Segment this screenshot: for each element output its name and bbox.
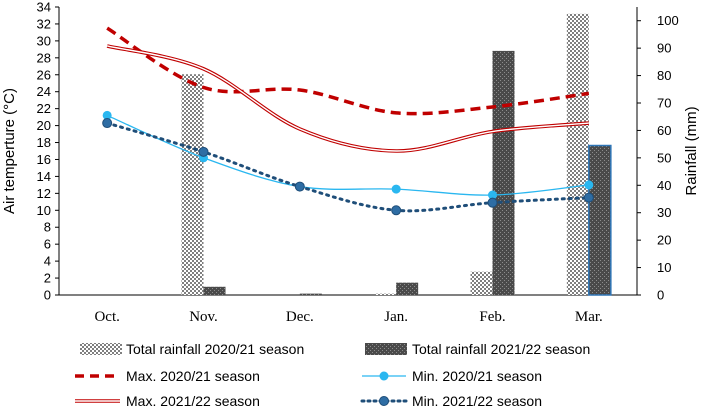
legend-item-rain-2021: Total rainfall 2021/22 season (365, 341, 590, 357)
category-label-nov: Nov. (189, 309, 218, 325)
left-tick-label: 18 (37, 135, 51, 150)
left-tick-label: 26 (37, 67, 51, 82)
category-label-oct: Oct. (94, 309, 119, 325)
plot-frame (58, 7, 638, 296)
legend-swatch-min-2020-marker (379, 371, 389, 381)
right-tick-label: 30 (657, 205, 671, 220)
legend-swatch-rain-2020 (80, 343, 122, 355)
category-label-dec: Dec. (286, 309, 314, 325)
series-point-min-2020-21-season (584, 180, 594, 190)
legend-label-min-2021: Min. 2021/22 season (412, 393, 542, 409)
bars-group (181, 13, 612, 296)
series-line-min-2021-22-season (105, 121, 591, 213)
legend-label-rain-2021: Total rainfall 2021/22 season (412, 341, 590, 357)
right-tick-label: 40 (657, 178, 671, 193)
right-tick-label: 20 (657, 233, 671, 248)
category-label-jan: Jan. (384, 309, 408, 325)
bar-rain-2021-jan (396, 282, 419, 295)
left-tick-label: 34 (37, 0, 51, 15)
series-point-min-2021-22-season (198, 146, 209, 157)
y-axis-right-title: Rainfall (mm) (683, 106, 700, 195)
left-tick-label: 16 (37, 152, 51, 167)
bar-rain-2020-jan (374, 293, 397, 295)
right-tick-label: 10 (657, 260, 671, 275)
left-tick-label: 12 (37, 186, 51, 201)
legend-swatch-rain-2021 (365, 343, 407, 355)
right-tick-label: 100 (657, 13, 679, 28)
right-tick-label: 0 (657, 288, 664, 303)
left-tick-label: 10 (37, 203, 51, 218)
bar-rain-2021-dec (299, 293, 322, 295)
left-tick-label: 8 (44, 220, 51, 235)
legend-item-min-2020: Min. 2020/21 season (362, 368, 542, 384)
series-line-max-2021-22-season-outer (106, 44, 589, 153)
legend-label-rain-2020: Total rainfall 2020/21 season (126, 341, 304, 357)
y-axis-left-title: Air temperture (°C) (1, 88, 18, 214)
bar-rain-2021-feb (492, 50, 515, 296)
legend-label-max-2021: Max. 2021/22 season (126, 393, 260, 409)
lines-group (102, 26, 594, 216)
series-point-min-2020-21-season (488, 190, 497, 200)
series-point-min-2021-22-season (583, 192, 594, 203)
left-tick-label: 24 (37, 84, 51, 99)
left-tick-label: 32 (37, 16, 51, 31)
legend-swatch-min-2021-marker (379, 396, 389, 406)
legend-item-rain-2020: Total rainfall 2020/21 season (80, 341, 304, 357)
series-point-min-2020-21-season (102, 110, 112, 120)
left-tick-label: 4 (44, 254, 51, 269)
series-line-max-2020-21-season (106, 26, 590, 116)
series-point-min-2021-22-season (102, 118, 113, 129)
right-tick-label: 80 (657, 68, 671, 83)
legend-label-max-2020: Max. 2020/21 season (126, 368, 260, 384)
left-tick-label: 6 (44, 237, 51, 252)
right-tick-label: 70 (657, 96, 671, 111)
legend-item-min-2021: Min. 2021/22 season (360, 393, 542, 409)
legend-item-max-2020: Max. 2020/21 season (75, 368, 260, 384)
bar-rain-2020-nov (181, 74, 204, 295)
bar-rain-2021-nov (203, 286, 226, 295)
legend-label-min-2020: Min. 2020/21 season (412, 368, 542, 384)
left-tick-label: 14 (37, 169, 51, 184)
series-point-min-2021-22-season (487, 197, 498, 208)
left-tick-label: 2 (44, 271, 51, 286)
right-tick-label: 60 (657, 123, 671, 138)
left-tick-label: 22 (37, 101, 51, 116)
category-label-feb: Feb. (479, 309, 505, 325)
left-tick-label: 0 (44, 288, 51, 303)
category-labels: Oct. Nov. Dec. Jan. Feb. Mar. (94, 309, 602, 325)
series-line-max-2021-22-season-inner (107, 45, 589, 152)
category-label-mar: Mar. (575, 309, 603, 325)
right-tick-label: 50 (657, 150, 671, 165)
series-point-min-2021-22-season (391, 205, 402, 216)
bar-rain-2020-mar (566, 13, 589, 295)
right-axis-ticks: 0 10 20 30 40 50 60 70 80 90 100 (637, 13, 679, 303)
bar-rain-2020-feb (470, 271, 493, 295)
left-tick-label: 30 (37, 33, 51, 48)
legend-item-max-2021: Max. 2021/22 season (75, 393, 260, 409)
left-tick-label: 28 (37, 50, 51, 65)
series-point-min-2020-21-season (391, 184, 401, 194)
legend: Total rainfall 2020/21 season Total rain… (75, 341, 590, 409)
series-point-min-2021-22-season (294, 181, 305, 192)
bar-rain-2021-mar (588, 144, 612, 296)
left-tick-label: 20 (37, 118, 51, 133)
series-line-min-2020-21-season (106, 114, 589, 196)
right-tick-label: 90 (657, 41, 671, 56)
